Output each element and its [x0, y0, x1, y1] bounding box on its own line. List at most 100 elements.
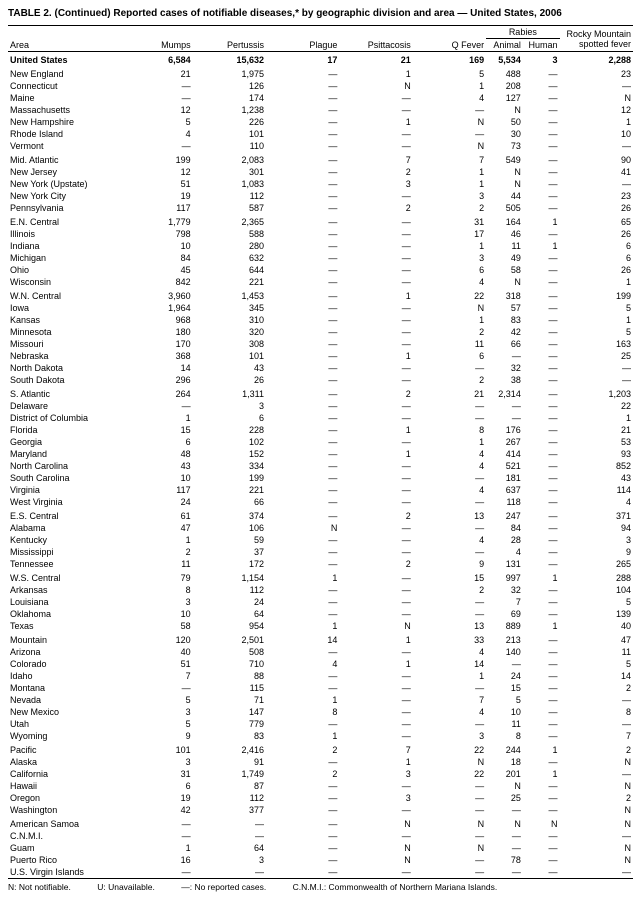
value-cell: 3: [560, 534, 633, 546]
value-cell: —: [119, 400, 192, 412]
value-cell: 1: [560, 276, 633, 288]
value-cell: —: [193, 866, 266, 879]
area-cell: Connecticut: [8, 80, 119, 92]
value-cell: —: [523, 792, 560, 804]
value-cell: 78: [486, 854, 523, 866]
value-cell: —: [413, 104, 486, 116]
table-row: Illinois798588——1746—26: [8, 228, 633, 240]
value-cell: —: [266, 866, 339, 879]
value-cell: 101: [119, 742, 192, 756]
table-row: Pennsylvania117587—22505—26: [8, 202, 633, 214]
value-cell: 163: [560, 338, 633, 350]
value-cell: —: [523, 558, 560, 570]
value-cell: —: [266, 338, 339, 350]
value-cell: —: [266, 472, 339, 484]
value-cell: 1: [523, 570, 560, 584]
value-cell: 13: [413, 620, 486, 632]
value-cell: 174: [193, 92, 266, 104]
value-cell: 15,632: [193, 52, 266, 67]
value-cell: —: [266, 670, 339, 682]
value-cell: —: [523, 584, 560, 596]
value-cell: 6: [119, 436, 192, 448]
value-cell: —: [266, 104, 339, 116]
value-cell: —: [560, 866, 633, 879]
value-cell: —: [266, 484, 339, 496]
value-cell: 1: [266, 694, 339, 706]
value-cell: —: [523, 228, 560, 240]
value-cell: —: [339, 326, 412, 338]
value-cell: N: [560, 780, 633, 792]
value-cell: 208: [486, 80, 523, 92]
value-cell: 508: [193, 646, 266, 658]
value-cell: 43: [193, 362, 266, 374]
value-cell: 1: [119, 842, 192, 854]
value-cell: 6,584: [119, 52, 192, 67]
value-cell: —: [413, 128, 486, 140]
value-cell: 308: [193, 338, 266, 350]
area-cell: Mountain: [8, 632, 119, 646]
value-cell: 43: [119, 460, 192, 472]
value-cell: —: [266, 276, 339, 288]
table-row: Guam164—NN——N: [8, 842, 633, 854]
value-cell: 2: [339, 202, 412, 214]
value-cell: —: [119, 92, 192, 104]
value-cell: N: [413, 842, 486, 854]
area-cell: Pennsylvania: [8, 202, 119, 214]
value-cell: 17: [413, 228, 486, 240]
value-cell: 2: [339, 508, 412, 522]
value-cell: 2: [413, 374, 486, 386]
value-cell: 228: [193, 424, 266, 436]
table-row: American Samoa———NNNNN: [8, 816, 633, 830]
footnote-u: U: Unavailable.: [97, 882, 155, 892]
table-row: Nevada5711—75——: [8, 694, 633, 706]
value-cell: 4: [560, 496, 633, 508]
value-cell: 8: [560, 706, 633, 718]
value-cell: 632: [193, 252, 266, 264]
value-cell: 26: [560, 228, 633, 240]
area-cell: W.N. Central: [8, 288, 119, 302]
value-cell: —: [266, 756, 339, 768]
value-cell: 106: [193, 522, 266, 534]
value-cell: —: [119, 830, 192, 842]
value-cell: 2: [413, 584, 486, 596]
value-cell: —: [266, 718, 339, 730]
value-cell: 3: [413, 190, 486, 202]
value-cell: N: [560, 854, 633, 866]
value-cell: N: [523, 816, 560, 830]
value-cell: 1: [523, 214, 560, 228]
value-cell: 852: [560, 460, 633, 472]
table-title: TABLE 2. (Continued) Reported cases of n…: [8, 8, 633, 19]
value-cell: 779: [193, 718, 266, 730]
value-cell: 30: [486, 128, 523, 140]
table-row: Vermont—110——N73——: [8, 140, 633, 152]
value-cell: 2: [560, 742, 633, 756]
value-cell: 127: [486, 92, 523, 104]
value-cell: 7: [339, 742, 412, 756]
value-cell: 244: [486, 742, 523, 756]
value-cell: —: [266, 264, 339, 276]
value-cell: N: [413, 140, 486, 152]
area-cell: Colorado: [8, 658, 119, 670]
value-cell: —: [523, 326, 560, 338]
value-cell: 31: [119, 768, 192, 780]
value-cell: N: [486, 104, 523, 116]
col-plague: Plague: [266, 26, 339, 52]
value-cell: 164: [486, 214, 523, 228]
value-cell: —: [523, 608, 560, 620]
value-cell: 12: [119, 104, 192, 116]
value-cell: 3: [193, 854, 266, 866]
value-cell: 180: [119, 326, 192, 338]
table-row: Georgia6102——1267—53: [8, 436, 633, 448]
value-cell: —: [266, 240, 339, 252]
area-cell: Texas: [8, 620, 119, 632]
value-cell: —: [266, 534, 339, 546]
value-cell: —: [266, 116, 339, 128]
table-row: Washington42377—————N: [8, 804, 633, 816]
value-cell: —: [266, 830, 339, 842]
area-cell: Utah: [8, 718, 119, 730]
table-row: S. Atlantic2641,311—2212,314—1,203: [8, 386, 633, 400]
value-cell: 11: [119, 558, 192, 570]
value-cell: N: [560, 842, 633, 854]
value-cell: 1: [523, 742, 560, 756]
value-cell: —: [119, 140, 192, 152]
